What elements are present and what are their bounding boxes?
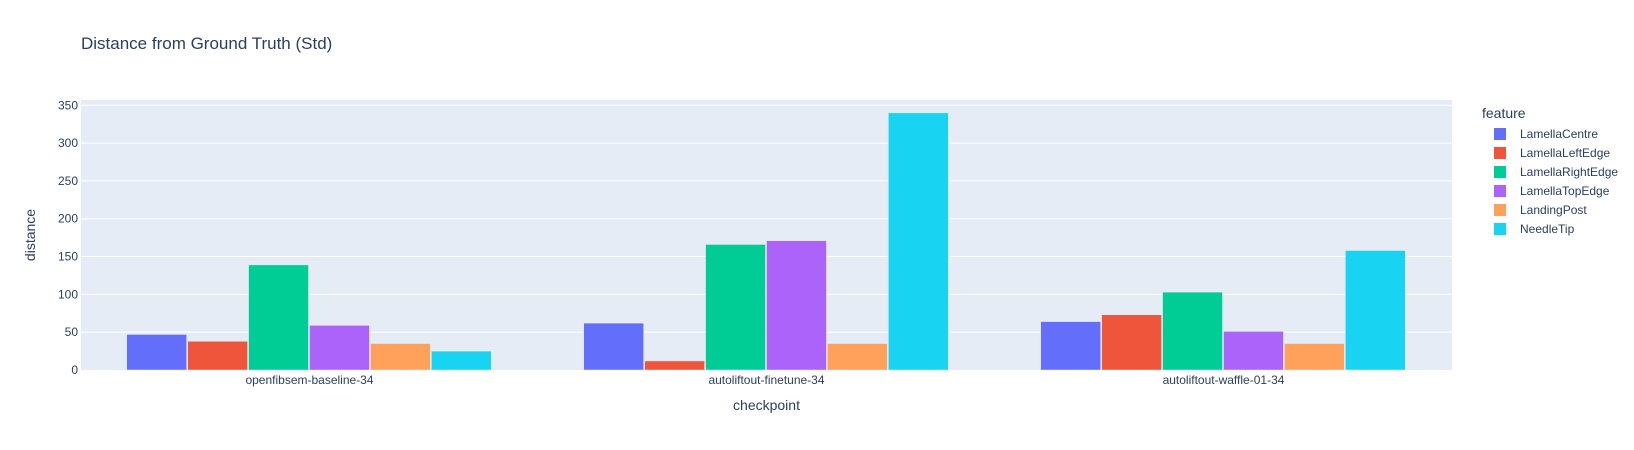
y-tick-label: 150 — [58, 250, 78, 264]
legend-label-lamellacentre[interactable]: LamellaCentre — [1520, 127, 1598, 141]
bar-lamellarightedge-3 — [1162, 291, 1223, 371]
bar-lamellaleftedge-1 — [187, 341, 248, 371]
legend-swatch-lamellarightedge[interactable] — [1494, 166, 1506, 178]
y-axis-title: distance — [22, 209, 38, 261]
bar-lamellacentre-3 — [1040, 321, 1101, 371]
x-tick-label: autoliftout-waffle-01-34 — [1163, 373, 1285, 387]
y-tick-label: 200 — [58, 212, 78, 226]
y-tick-label: 100 — [58, 287, 78, 301]
bar-lamellarightedge-1 — [248, 264, 309, 371]
legend-label-lamellatopedge[interactable]: LamellaTopEdge — [1520, 184, 1610, 198]
bar-lamellaleftedge-3 — [1101, 314, 1162, 371]
bar-needletip-1 — [431, 350, 492, 371]
y-tick-label: 50 — [65, 325, 79, 339]
plot-area: 0 50 100 150 200 250 300 350 openfibsem-baseline… — [58, 98, 1452, 387]
bar-lamellatopedge-2 — [766, 240, 827, 371]
bar-lamellacentre-2 — [583, 322, 644, 371]
bar-landingpost-3 — [1284, 343, 1345, 371]
x-axis-title: checkpoint — [733, 397, 800, 413]
bar-landingpost-1 — [370, 343, 431, 371]
y-tick-label: 350 — [58, 98, 78, 112]
chart-title: Distance from Ground Truth (Std) — [81, 34, 332, 53]
legend-label-landingpost[interactable]: LandingPost — [1520, 203, 1587, 217]
bar-lamellatopedge-1 — [309, 325, 370, 371]
x-tick-label: autoliftout-finetune-34 — [708, 373, 824, 387]
y-tick-label: 250 — [58, 174, 78, 188]
legend-swatch-needletip[interactable] — [1494, 223, 1506, 235]
legend-swatch-lamellatopedge[interactable] — [1494, 185, 1506, 197]
legend-title: feature — [1482, 105, 1526, 121]
y-tick-label: 300 — [58, 136, 78, 150]
legend-swatch-lamellaleftedge[interactable] — [1494, 147, 1506, 159]
legend-swatch-lamellacentre[interactable] — [1494, 128, 1506, 140]
legend-label-lamellarightedge[interactable]: LamellaRightEdge — [1520, 165, 1618, 179]
legend-label-lamellaleftedge[interactable]: LamellaLeftEdge — [1520, 146, 1610, 160]
bar-lamellacentre-1 — [126, 334, 187, 371]
y-tick-label: 0 — [71, 363, 78, 377]
x-tick-label: openfibsem-baseline-34 — [245, 373, 373, 387]
bar-lamellaleftedge-2 — [644, 360, 705, 371]
legend-label-needletip[interactable]: NeedleTip — [1520, 222, 1575, 236]
bar-lamellarightedge-2 — [705, 244, 766, 371]
legend: feature LamellaCentre LamellaLeftEdge Lame… — [1482, 105, 1618, 236]
bar-lamellatopedge-3 — [1223, 331, 1284, 371]
bar-needletip-2 — [888, 112, 949, 371]
legend-swatch-landingpost[interactable] — [1494, 204, 1506, 216]
bar-needletip-3 — [1345, 250, 1406, 371]
bar-landingpost-2 — [827, 343, 888, 371]
